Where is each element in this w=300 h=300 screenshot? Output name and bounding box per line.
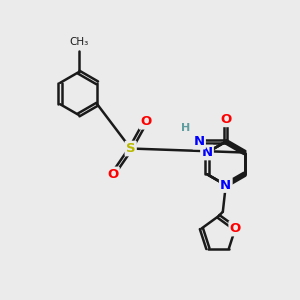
Text: H: H	[181, 123, 190, 133]
Text: CH₃: CH₃	[69, 37, 88, 47]
Text: N: N	[194, 135, 205, 148]
Text: O: O	[230, 222, 241, 235]
Text: O: O	[220, 113, 231, 126]
Text: O: O	[107, 168, 118, 181]
Text: S: S	[126, 142, 136, 155]
Text: N: N	[201, 146, 213, 159]
Text: O: O	[140, 115, 151, 128]
Text: N: N	[220, 178, 231, 192]
